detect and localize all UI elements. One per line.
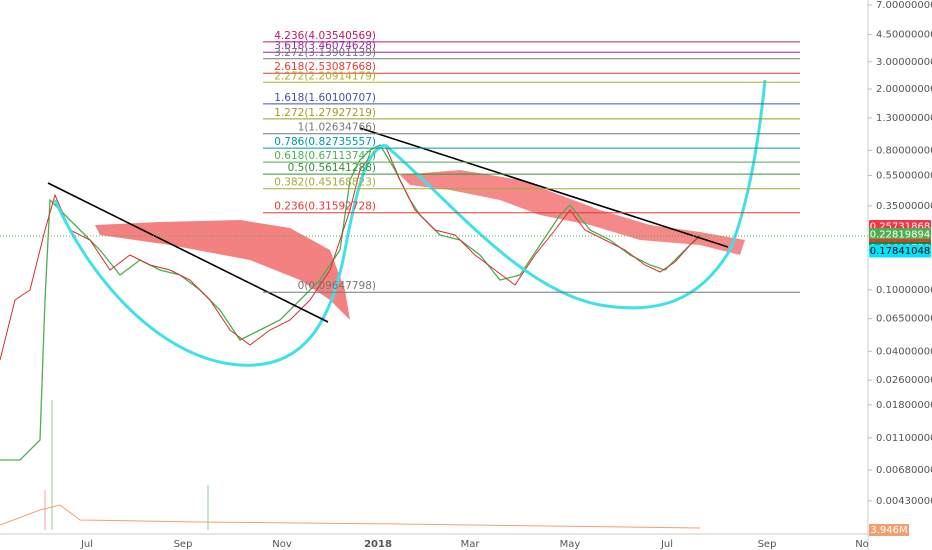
fib-label: 0.786(0.82735557) (274, 136, 376, 148)
y-tick-label: 0.80000000 (876, 145, 932, 156)
x-tick-label: Jul (80, 539, 93, 550)
y-tick-label: 3.00000000 (876, 57, 932, 68)
y-tick-label: 2.00000000 (876, 84, 932, 95)
fib-label: 1(1.02634766) (298, 122, 376, 134)
y-tick-label: 0.55000000 (876, 171, 932, 182)
fib-label: 1.618(1.60100707) (274, 92, 376, 104)
x-tick-label: Jul (660, 539, 673, 550)
y-tick-label: 4.50000000 (876, 30, 932, 41)
x-tick-label: Sep (174, 539, 193, 550)
y-tick-label: 0.10000000 (876, 285, 932, 296)
y-tick-label: 1.30000000 (876, 113, 932, 124)
cup-curve (53, 143, 386, 367)
volume-tag (869, 524, 909, 536)
y-tick-label: 0.04000000 (876, 346, 932, 357)
cup-curve (384, 79, 767, 310)
fib-label: 1.272(1.27927219) (274, 107, 376, 119)
y-tick-label: 7.00000000 (876, 0, 932, 11)
ichimoku-cloud (95, 220, 350, 320)
fib-label: 0.382(0.45168823) (274, 177, 376, 189)
y-tick-label: 0.00430000 (876, 496, 932, 507)
fib-label: 0.5(0.56141288) (288, 162, 376, 174)
price-tag-label: 0.25731868 (870, 221, 930, 232)
fib-label: 2.618(2.53087668) (274, 61, 376, 73)
fib-label: 3.618(3.46074628) (274, 40, 376, 52)
x-tick-label: Mar (461, 539, 481, 550)
fib-label: 0.236(0.31592728) (274, 201, 376, 213)
y-tick-label: 0.35000000 (876, 201, 932, 212)
price-tag (869, 244, 931, 258)
price-line (0, 144, 701, 461)
price-tag-label: 0.22819894 (870, 230, 930, 241)
x-tick-label: Nov (272, 539, 292, 550)
price-line (0, 144, 701, 361)
x-tick-label: No (855, 539, 869, 550)
volume-tag-label: 3.946M (870, 525, 907, 536)
x-tick-label: May (560, 539, 581, 550)
x-tick-label: 2018 (364, 539, 392, 550)
volume-ma (0, 504, 701, 529)
fib-label: 2.272(2.20914179) (274, 70, 376, 82)
price-tag (869, 228, 931, 242)
y-tick-label: 0.01100000 (876, 433, 932, 444)
fib-label: 3.272(3.13901139) (274, 47, 376, 59)
fib-label: 4.236(4.03540569) (274, 30, 376, 42)
y-tick-label: 0.02600000 (876, 375, 932, 386)
fib-label: 0(0.09647798) (298, 280, 376, 292)
x-tick-label: Sep (758, 539, 777, 550)
price-tag-label: 0.17841048 (870, 246, 930, 257)
y-tick-label: 0.01800000 (876, 400, 932, 411)
y-tick-label: 0.00680000 (876, 465, 932, 476)
y-tick-label: 0.06500000 (876, 314, 932, 325)
trendline (47, 182, 329, 323)
fib-label: 0.618(0.67113747) (274, 150, 376, 162)
